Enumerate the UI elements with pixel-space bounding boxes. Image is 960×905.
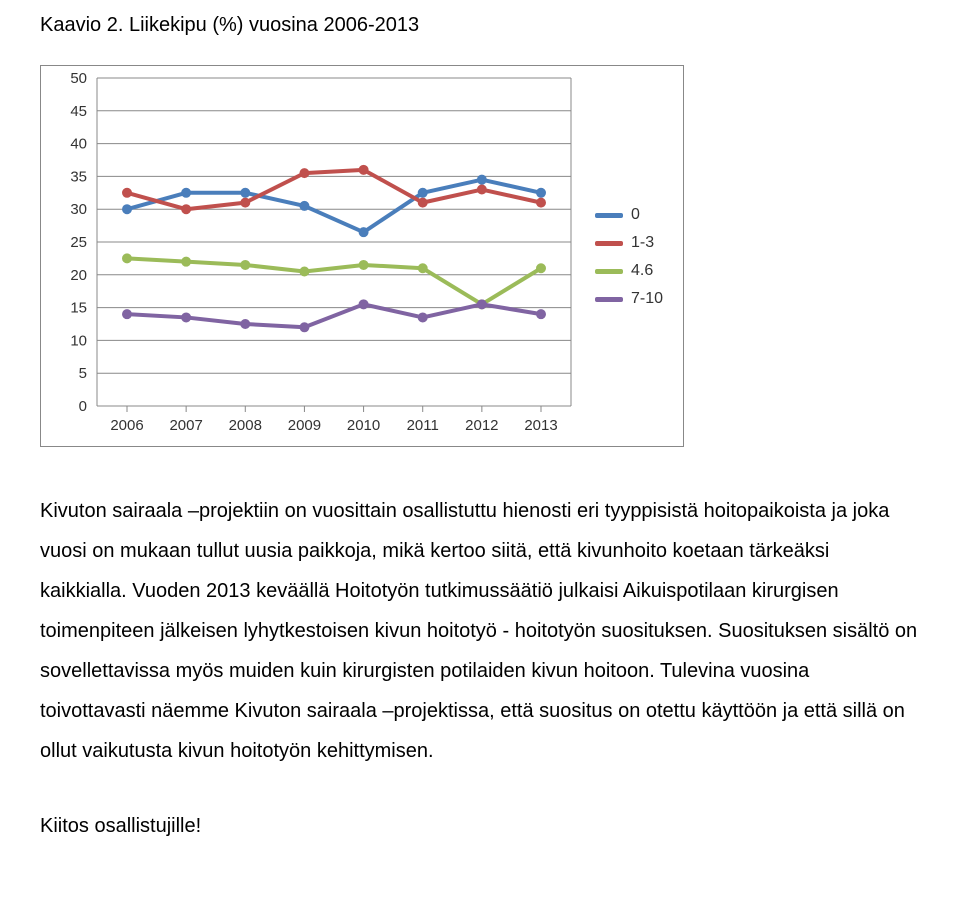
legend-item: 1-3 (595, 234, 663, 252)
chart-box: 0 5 10 15 20 25 30 35 40 45 50 2006 2007 2008 2009 2010… (40, 65, 684, 447)
chart-container: 0 5 10 15 20 25 30 35 40 45 50 2006 2007 2008 2009 2010… (40, 65, 920, 447)
legend-item: 4.6 (595, 262, 663, 280)
chart-legend: 0 1-3 4.6 7-10 (581, 176, 683, 446)
svg-text:2008: 2008 (229, 417, 262, 434)
svg-text:2009: 2009 (288, 417, 321, 434)
legend-swatch (595, 297, 623, 302)
svg-text:20: 20 (70, 267, 87, 284)
svg-text:2012: 2012 (465, 417, 498, 434)
svg-text:2013: 2013 (524, 417, 557, 434)
svg-text:0: 0 (79, 398, 87, 415)
svg-text:50: 50 (70, 70, 87, 87)
svg-text:25: 25 (70, 234, 87, 251)
legend-label: 1-3 (631, 234, 654, 252)
chart-title: Kaavio 2. Liikekipu (%) vuosina 2006-201… (40, 14, 920, 37)
svg-text:5: 5 (79, 365, 87, 382)
svg-text:2007: 2007 (169, 417, 202, 434)
svg-text:10: 10 (70, 332, 87, 349)
svg-text:2011: 2011 (407, 417, 439, 434)
legend-swatch (595, 241, 623, 246)
svg-text:45: 45 (70, 103, 87, 120)
svg-text:35: 35 (70, 168, 87, 185)
legend-item: 0 (595, 206, 663, 224)
svg-text:30: 30 (70, 201, 87, 218)
legend-swatch (595, 269, 623, 274)
legend-label: 0 (631, 206, 640, 224)
legend-item: 7-10 (595, 290, 663, 308)
legend-label: 7-10 (631, 290, 663, 308)
legend-swatch (595, 213, 623, 218)
svg-text:40: 40 (70, 136, 87, 153)
closing-line: Kiitos osallistujille! (40, 815, 920, 838)
line-chart: 0 5 10 15 20 25 30 35 40 45 50 2006 2007 2008 2009 2010… (41, 66, 581, 446)
body-paragraph: Kivuton sairaala –projektiin on vuositta… (40, 491, 920, 771)
legend-label: 4.6 (631, 262, 653, 280)
svg-text:2010: 2010 (347, 417, 380, 434)
svg-text:2006: 2006 (110, 417, 143, 434)
svg-text:15: 15 (70, 300, 87, 317)
